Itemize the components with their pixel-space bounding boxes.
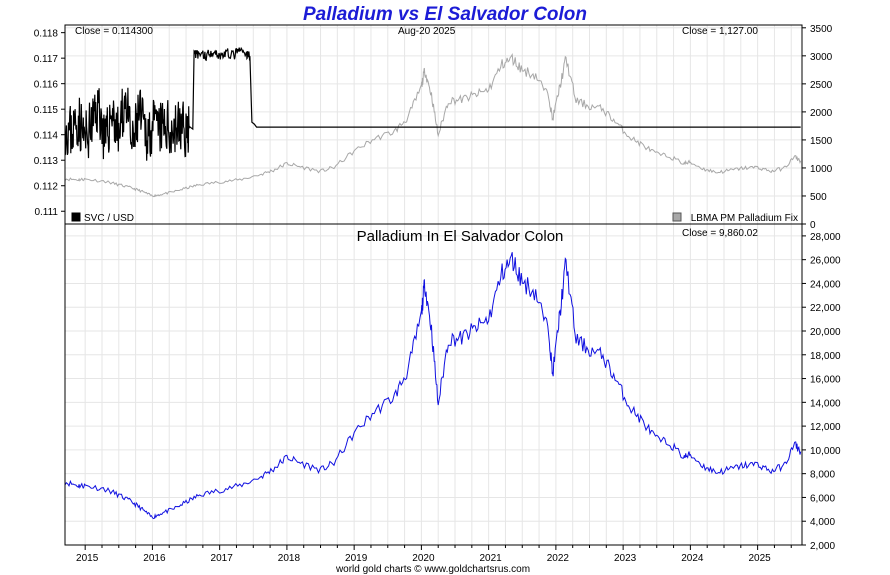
y-tick-label: 1000: [810, 164, 833, 175]
top-date: Aug-20 2025: [398, 26, 456, 37]
bottom-panel-frame: [64, 223, 803, 546]
bottom-panel-grid: [65, 224, 802, 546]
y-tick-label: 20,000: [810, 327, 841, 338]
bottom-y-axis: 2,000 4,000 6,000 8,000 10,000 12,000 14,000 16…: [802, 232, 841, 552]
y-tick-label: 0.111: [34, 207, 58, 218]
palladium-usd-line: [64, 52, 802, 198]
y-tick-label: 6,000: [810, 493, 835, 504]
y-tick-label: 0.117: [34, 54, 59, 65]
y-tick-label: 18,000: [810, 351, 841, 362]
y-tick-label: 4,000: [810, 517, 835, 528]
y-tick-label: 22,000: [810, 303, 841, 314]
top-close-left: Close = 0.114300: [75, 26, 153, 37]
chart-title: Palladium vs El Salvador Colon: [303, 4, 587, 25]
x-axis: 2015 2016 2017 2018 2019 2020 2021 2022 2023 2024…: [76, 545, 792, 564]
x-tick-label: 2018: [278, 553, 301, 564]
y-tick-label: 2000: [810, 108, 833, 119]
y-tick-label: 24,000: [810, 279, 841, 290]
x-tick-label: 2024: [681, 553, 704, 564]
svc-usd-line: [64, 46, 801, 161]
x-tick-label: 2015: [76, 553, 99, 564]
svc-legend-swatch: [71, 212, 81, 222]
y-tick-label: 0: [810, 220, 816, 231]
y-tick-label: 28,000: [810, 232, 841, 243]
top-close-right: Close = 1,127.00: [682, 26, 758, 37]
y-tick-label: 1500: [810, 136, 833, 147]
y-tick-label: 0.114: [34, 131, 59, 142]
x-tick-label: 2021: [480, 553, 503, 564]
top-panel-series: [64, 46, 802, 198]
bottom-panel-series: [64, 252, 802, 520]
footer-credit: world gold charts © www.goldchartsrus.co…: [335, 564, 530, 575]
y-tick-label: 16,000: [810, 375, 841, 386]
y-tick-label: 26,000: [810, 256, 841, 267]
y-tick-label: 0.115: [34, 105, 59, 116]
x-tick-label: 2017: [211, 553, 234, 564]
y-tick-label: 2,000: [810, 541, 835, 552]
top-right-y-axis: 0 500 1000 1500 2000 2500 3000 3500: [802, 24, 833, 231]
y-tick-label: 12,000: [810, 422, 841, 433]
top-left-y-axis: 0.111 0.112 0.113 0.114 0.115 0.116 0.117 0.118: [34, 29, 65, 218]
palladium-svc-line: [64, 252, 802, 520]
svc-legend-label: SVC / USD: [84, 213, 134, 224]
palladium-legend-swatch: [672, 212, 682, 222]
y-tick-label: 2500: [810, 80, 833, 91]
y-tick-label: 500: [810, 192, 827, 203]
y-tick-label: 3000: [810, 52, 833, 63]
y-tick-label: 8,000: [810, 470, 835, 481]
y-tick-label: 3500: [810, 24, 833, 35]
palladium-legend-label: LBMA PM Palladium Fix: [691, 213, 798, 224]
bottom-panel-title: Palladium In El Salvador Colon: [357, 228, 564, 245]
y-tick-label: 0.118: [34, 29, 59, 40]
y-tick-label: 0.116: [34, 80, 59, 91]
y-tick-label: 14,000: [810, 398, 841, 409]
y-tick-label: 10,000: [810, 446, 841, 457]
x-tick-label: 2020: [412, 553, 435, 564]
y-tick-label: 0.112: [34, 182, 59, 193]
x-tick-label: 2023: [614, 553, 637, 564]
x-tick-label: 2025: [748, 553, 771, 564]
bottom-close: Close = 9,860.02: [682, 228, 758, 239]
top-panel-grid: [65, 25, 802, 225]
x-tick-label: 2016: [143, 553, 166, 564]
x-tick-label: 2019: [345, 553, 368, 564]
x-tick-label: 2022: [547, 553, 570, 564]
y-tick-label: 0.113: [34, 156, 59, 167]
